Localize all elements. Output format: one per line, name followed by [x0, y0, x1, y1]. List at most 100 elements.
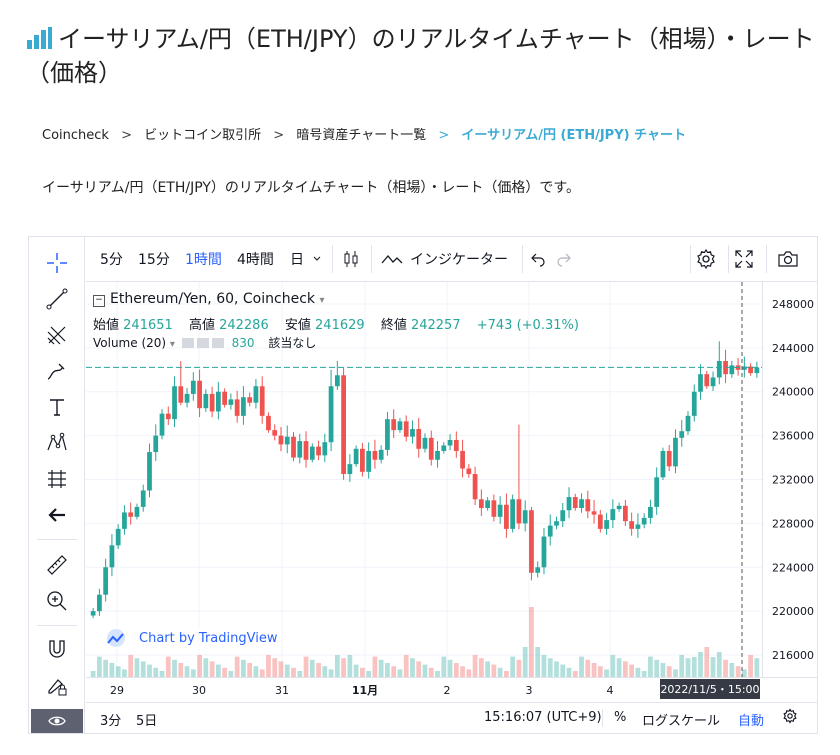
volume-bar — [648, 656, 653, 677]
volume-bar — [266, 655, 271, 677]
chevron-down-icon[interactable] — [309, 247, 325, 271]
toolbar-divider — [37, 625, 77, 626]
brush-icon[interactable] — [43, 357, 71, 385]
candle — [710, 377, 716, 387]
volume-bar — [710, 657, 716, 677]
volume-bar — [698, 652, 703, 677]
breadcrumb-chart-list[interactable]: 暗号資産チャート一覧 — [296, 128, 427, 143]
candle — [416, 429, 422, 449]
chevron-down-icon[interactable]: ▾ — [319, 295, 325, 306]
ruler-icon[interactable] — [43, 551, 71, 579]
pitchfork-icon[interactable] — [43, 321, 71, 349]
volume-label[interactable]: Volume (20) — [93, 336, 167, 350]
indicators-button[interactable]: インジケーター — [410, 252, 508, 268]
volume-bar — [478, 658, 484, 677]
candle — [122, 512, 127, 529]
range-5d[interactable]: 5日 — [136, 714, 158, 729]
auto-scale-toggle[interactable]: 自動 — [738, 714, 765, 729]
log-scale-toggle[interactable]: ログスケール — [642, 714, 721, 729]
back-arrow-icon[interactable] — [43, 501, 71, 529]
text-icon[interactable] — [43, 393, 71, 421]
volume-bar — [554, 661, 559, 677]
gear-icon[interactable] — [782, 708, 798, 728]
volume-bar — [629, 664, 635, 677]
hide-drawings-button[interactable] — [31, 709, 83, 733]
volume-bar — [347, 655, 353, 677]
candle — [334, 375, 340, 387]
volume-bar — [259, 669, 265, 677]
candle — [441, 445, 447, 451]
indicators-icon[interactable] — [380, 247, 404, 271]
camera-icon[interactable] — [776, 247, 800, 271]
volume-bar — [741, 669, 747, 677]
breadcrumb-coincheck[interactable]: Coincheck — [42, 128, 109, 143]
candle — [147, 452, 152, 491]
fullscreen-icon[interactable] — [732, 247, 756, 271]
tradingview-watermark[interactable]: Chart by TradingView — [99, 627, 282, 649]
candle — [491, 500, 497, 517]
range-3m[interactable]: 3分 — [100, 714, 122, 729]
candle — [397, 421, 403, 431]
timeframe-5m[interactable]: 5分 — [100, 252, 123, 268]
candle — [535, 567, 541, 573]
volume-value: 830 — [231, 336, 255, 350]
percent-toggle[interactable]: % — [614, 710, 627, 725]
volume-bar — [660, 663, 666, 677]
volume-bar — [153, 667, 159, 677]
volume-bar — [159, 671, 165, 677]
volume-bar — [541, 655, 547, 677]
volume-bar — [622, 661, 628, 677]
forecast-icon[interactable] — [43, 465, 71, 493]
chevron-down-icon[interactable]: ▾ — [169, 339, 175, 350]
candle — [241, 397, 246, 416]
symbol-label[interactable]: Ethereum/Yen, 60, Coincheck — [110, 291, 315, 307]
crosshair-icon[interactable] — [43, 249, 71, 277]
toolbar-divider — [728, 245, 729, 273]
volume-bar — [522, 647, 528, 677]
volume-bar — [372, 656, 378, 677]
settings-gear-icon[interactable] — [694, 247, 718, 271]
candle — [585, 499, 591, 512]
volume-bar — [309, 659, 315, 677]
collapse-legend-icon[interactable]: − — [93, 295, 105, 307]
clock[interactable]: 15:16:07 (UTC+9) — [484, 710, 602, 725]
volume-bar — [704, 647, 710, 677]
candle — [579, 499, 584, 509]
candle — [90, 611, 96, 616]
candle — [247, 397, 253, 403]
timeframe-1h[interactable]: 1時間 — [185, 252, 222, 268]
change-value: +743 (+0.31%) — [476, 318, 579, 333]
candle — [453, 440, 459, 451]
timeframe-15m[interactable]: 15分 — [138, 252, 170, 268]
pattern-icon[interactable] — [43, 429, 71, 457]
eye-icon[interactable] — [181, 338, 194, 348]
volume-bar — [516, 659, 522, 677]
candle — [278, 435, 284, 445]
candles-icon[interactable] — [339, 247, 363, 271]
volume-bar — [203, 658, 209, 677]
trendline-icon[interactable] — [43, 285, 71, 313]
redo-icon[interactable] — [552, 247, 576, 271]
candle — [504, 504, 509, 529]
close-icon[interactable] — [211, 338, 224, 348]
candle — [115, 528, 121, 546]
volume-bar — [322, 666, 328, 677]
volume-bar — [128, 655, 134, 677]
volume-bar — [666, 666, 672, 677]
timeframe-4h[interactable]: 4時間 — [237, 252, 274, 268]
zoom-in-icon[interactable] — [43, 587, 71, 615]
toolbar-divider — [37, 539, 77, 540]
close-value: 242257 — [410, 318, 461, 333]
price-tick-label: 240000 — [772, 386, 814, 399]
magnet-icon[interactable] — [43, 635, 71, 663]
gear-icon[interactable] — [196, 338, 209, 348]
volume-bar — [591, 663, 597, 677]
timeframe-day[interactable]: 日 — [290, 252, 304, 268]
undo-icon[interactable] — [526, 247, 550, 271]
breadcrumb-exchange[interactable]: ビットコイン取引所 — [144, 128, 262, 143]
time-tick-label: 4 — [607, 684, 614, 697]
price-chart[interactable]: 24221643:522022/11/5・15:00‹ 248000244000… — [86, 282, 817, 702]
lock-drawings-icon[interactable] — [43, 671, 71, 699]
volume-bar — [109, 663, 115, 677]
candle — [309, 446, 315, 460]
